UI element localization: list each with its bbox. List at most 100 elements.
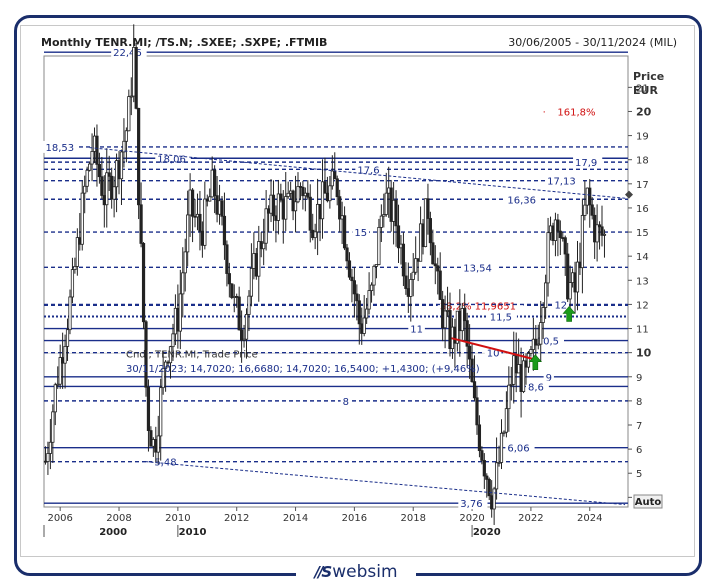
websim-logo: //S websim — [296, 560, 416, 584]
candle-body — [217, 200, 222, 215]
x-tick-label: 2016 — [342, 513, 367, 524]
candle-body — [301, 186, 305, 197]
candle-body — [563, 237, 567, 255]
candle-body — [499, 432, 504, 463]
candle-body — [132, 47, 136, 97]
candle-body — [51, 411, 55, 443]
candle-body — [205, 198, 209, 202]
level-label-bg — [152, 455, 182, 468]
candle-body — [431, 242, 435, 265]
level-label-bg — [505, 193, 541, 206]
level-label: 16,36 — [507, 195, 536, 206]
level-label-bg — [461, 261, 497, 274]
candle-body — [347, 260, 352, 278]
level-label: 13,54 — [463, 263, 492, 274]
x-decade-label: 2010 — [179, 527, 207, 538]
candle-body — [151, 439, 155, 447]
level-label-bg — [487, 310, 517, 323]
level-label: 11,5 — [490, 312, 512, 323]
candle-body — [254, 253, 258, 277]
candle-body — [392, 199, 396, 222]
candle-body — [369, 284, 374, 291]
websim-logo-text: websim — [332, 562, 398, 582]
candle-body — [521, 360, 526, 392]
candle-body — [352, 280, 356, 295]
candle-body — [553, 219, 558, 241]
candle-body — [139, 204, 143, 244]
level-label: 17,9 — [575, 158, 597, 169]
y-tick-label: 15 — [636, 228, 649, 239]
auto-scale-label[interactable]: Auto — [635, 497, 662, 508]
candle-body — [97, 163, 102, 178]
candle-body — [171, 333, 175, 348]
candle-body — [227, 273, 231, 285]
candle-body — [418, 223, 423, 262]
candle-body — [470, 358, 474, 383]
candle-body — [173, 307, 178, 335]
candle-body — [144, 321, 148, 388]
candle-body — [330, 170, 334, 187]
x-tick-label: 2014 — [283, 513, 308, 524]
y-axis-label-unit: EUR — [633, 84, 658, 97]
candle-body — [193, 215, 197, 218]
candle-body — [269, 194, 273, 214]
candle-body — [426, 198, 430, 219]
candle-body — [137, 107, 141, 206]
candle-body — [561, 237, 565, 239]
candle-body — [524, 360, 528, 368]
trend-line — [145, 461, 626, 506]
candle-body — [78, 237, 82, 245]
y-tick-label: 12 — [636, 300, 649, 311]
candle-body — [325, 192, 330, 202]
x-tick-label: 2012 — [224, 513, 249, 524]
candle-body — [92, 135, 97, 152]
candle-body — [166, 361, 170, 364]
candle-body — [105, 172, 109, 206]
level-label: 18,06 — [157, 154, 186, 165]
candle-body — [406, 288, 410, 297]
candle-body — [198, 213, 202, 232]
level-label: 38,2% 11,9651 — [440, 301, 516, 312]
level-label: 9 — [546, 373, 552, 384]
candle-body — [421, 223, 425, 248]
y-tick-label: 6 — [636, 445, 642, 456]
level-label-bg — [408, 322, 425, 335]
candle-body — [328, 185, 332, 202]
candle-body — [124, 130, 128, 142]
candle-body — [570, 272, 575, 284]
candle-body — [220, 200, 224, 217]
level-label-bg — [340, 394, 351, 407]
candle-body — [445, 310, 450, 312]
candle-body — [284, 196, 288, 220]
candle-body — [73, 266, 77, 270]
level-label: 3,76 — [460, 499, 482, 510]
candle-body — [215, 195, 219, 215]
candle-body — [95, 135, 99, 165]
candle-body — [502, 431, 506, 434]
y-tick-label: 5 — [636, 469, 642, 480]
candle-body — [247, 295, 251, 315]
candle-body — [507, 384, 511, 410]
candle-body — [70, 269, 75, 298]
candle-body — [161, 367, 165, 389]
candle-body — [487, 479, 491, 497]
candle-body — [475, 397, 479, 426]
candle-body — [539, 322, 543, 345]
candle-body — [159, 387, 163, 437]
candle-body — [296, 186, 300, 203]
y-tick-label: 16 — [636, 204, 649, 215]
candle-body — [122, 140, 126, 153]
x-tick-label: 2008 — [106, 513, 131, 524]
candle-body — [141, 243, 146, 323]
auto-scale-button[interactable] — [633, 494, 663, 509]
candle-body — [409, 279, 413, 297]
y-tick-label: 18 — [636, 156, 649, 167]
level-label: 18,53 — [45, 143, 74, 154]
candle-body — [428, 218, 432, 244]
x-tick-label: 2024 — [577, 513, 602, 524]
candle-body — [110, 175, 114, 200]
candle-body — [257, 241, 261, 277]
chart-title: Monthly TENR.MI; /TS.N; .SXEE; .SXPE; .F… — [41, 36, 328, 49]
candle-body — [146, 386, 151, 431]
